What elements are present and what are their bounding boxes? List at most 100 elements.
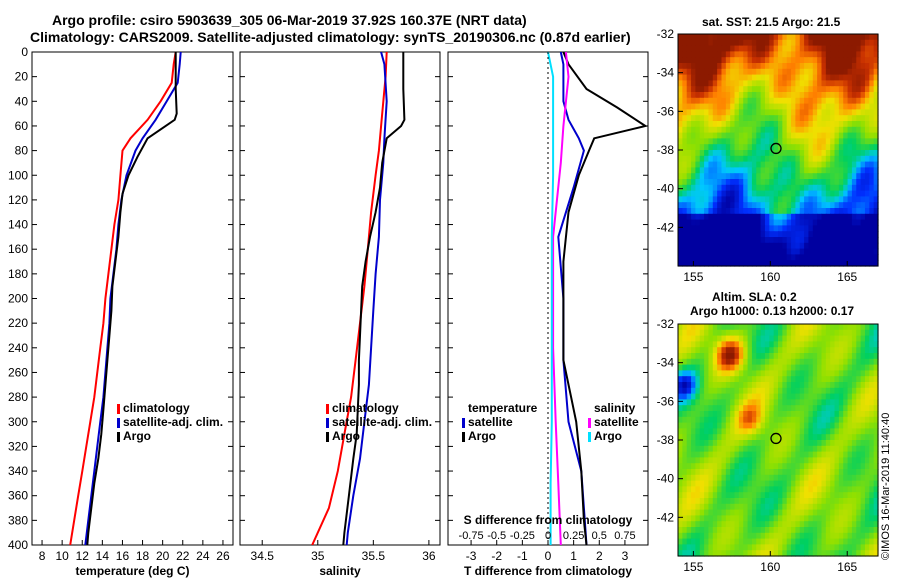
sst-map-cell xyxy=(708,126,714,134)
sst-map-cell xyxy=(695,161,701,168)
sst-map-cell xyxy=(795,51,801,58)
sst-map-cell xyxy=(691,242,696,250)
sst-map-cell xyxy=(717,196,723,203)
sst-map-cell xyxy=(678,213,683,221)
sst-map-cell xyxy=(869,144,875,151)
sst-map-cell xyxy=(756,150,762,157)
sst-map-cell xyxy=(734,219,740,226)
sla-map-cell xyxy=(856,451,862,458)
sla-map-cell xyxy=(738,399,744,406)
sla-map-cell xyxy=(786,469,792,476)
sla-map-cell xyxy=(873,434,879,441)
sst-map-cell xyxy=(808,144,814,151)
sla-map-cell xyxy=(808,486,814,493)
sla-map-cell xyxy=(725,405,731,412)
sla-map-cell xyxy=(756,538,762,545)
sla-map-cell xyxy=(747,469,753,476)
sst-map-cell xyxy=(717,34,723,41)
sst-map-cell xyxy=(825,242,831,250)
sla-map-cell xyxy=(869,440,875,447)
sla-map-cell xyxy=(825,416,831,424)
sla-map-cell xyxy=(773,382,779,389)
depth-tick-label: 360 xyxy=(8,489,28,503)
sst-map-cell xyxy=(678,97,683,105)
sla-map-cell xyxy=(856,364,862,371)
sla-map-cell xyxy=(808,422,814,429)
sla-map-cell xyxy=(812,538,818,545)
sst-map-cell xyxy=(691,121,696,128)
sla-map-cell xyxy=(812,498,818,505)
sst-map-cell xyxy=(856,74,862,81)
sst-map-cell xyxy=(743,208,749,215)
sla-map-cell xyxy=(730,451,736,458)
sla-map-cell xyxy=(847,370,853,377)
sla-map-cell xyxy=(834,457,840,464)
sst-map-cell xyxy=(769,219,775,226)
sla-map-cell xyxy=(847,451,853,458)
sla-map-cell xyxy=(838,538,844,545)
sst-map-cell xyxy=(760,132,766,139)
sst-map-cell xyxy=(804,155,810,163)
sla-map-cell xyxy=(699,324,705,331)
sla-map-cell xyxy=(851,347,857,354)
sst-map-cell xyxy=(786,190,792,197)
sla-map-cell xyxy=(730,492,736,499)
sst-map-cell xyxy=(730,202,736,209)
sla-map-cell xyxy=(851,463,857,470)
sla-map-cell xyxy=(725,527,731,534)
sst-map-cell xyxy=(738,45,744,52)
sla-map-cell xyxy=(804,364,810,371)
sla-map-cell xyxy=(691,486,696,493)
sla-map-cell xyxy=(782,474,788,482)
sst-map-cell xyxy=(786,68,792,76)
sst-map-cell xyxy=(730,242,736,250)
sla-map-cell xyxy=(708,463,714,470)
sla-map-cell xyxy=(856,370,862,377)
sla-map-cell xyxy=(751,480,757,487)
sst-map-cell xyxy=(864,213,870,221)
sla-map-cell xyxy=(791,399,796,406)
sla-map-cell xyxy=(725,440,731,447)
sst-map-cell xyxy=(869,51,875,58)
sst-map-cell xyxy=(695,260,701,267)
temperature-xtick-label: 26 xyxy=(216,549,230,563)
sla-map-cell xyxy=(821,335,827,342)
sla-map-cell xyxy=(704,515,710,522)
sst-map-cell xyxy=(838,39,844,47)
sst-map-cell xyxy=(804,144,810,151)
sst-map-cell xyxy=(834,92,840,99)
sla-map-cell xyxy=(686,341,692,348)
sla-map-cell xyxy=(778,411,783,418)
sla-map-cell xyxy=(695,451,701,458)
temperature-series-climatology xyxy=(69,52,177,545)
sla-map-cell xyxy=(743,434,749,441)
sst-map-cell xyxy=(830,190,836,197)
sla-map-cell xyxy=(847,486,853,493)
sst-map-cell xyxy=(760,121,766,128)
sst-map-cell xyxy=(738,126,744,134)
sst-map-cell xyxy=(704,45,710,52)
sla-map-cell xyxy=(838,486,844,493)
sla-map-cell xyxy=(851,358,857,366)
sla-map-cell xyxy=(747,335,753,342)
sla-map-cell xyxy=(704,503,710,511)
sst-map-cell xyxy=(691,155,696,163)
sst-map-cell xyxy=(686,155,692,163)
sla-map-cell xyxy=(712,382,718,389)
sst-map-cell xyxy=(704,39,710,47)
sla-map-cell xyxy=(847,335,853,342)
sst-map-cell xyxy=(769,144,775,151)
sst-map-cell xyxy=(773,144,779,151)
sla-map-cell xyxy=(847,492,853,499)
sla-map-cell xyxy=(730,498,736,505)
sla-map-cell xyxy=(873,527,879,534)
sla-map-cell xyxy=(778,463,783,470)
sla-map-cell xyxy=(747,382,753,389)
sst-map-cell xyxy=(847,144,853,151)
sla-map-cell xyxy=(730,486,736,493)
sst-map-cell xyxy=(799,51,805,58)
sla-map-cell xyxy=(747,364,753,371)
sla-map-cell xyxy=(764,422,770,429)
sla-map-cell xyxy=(734,503,740,511)
sst-map-cell xyxy=(864,126,870,134)
